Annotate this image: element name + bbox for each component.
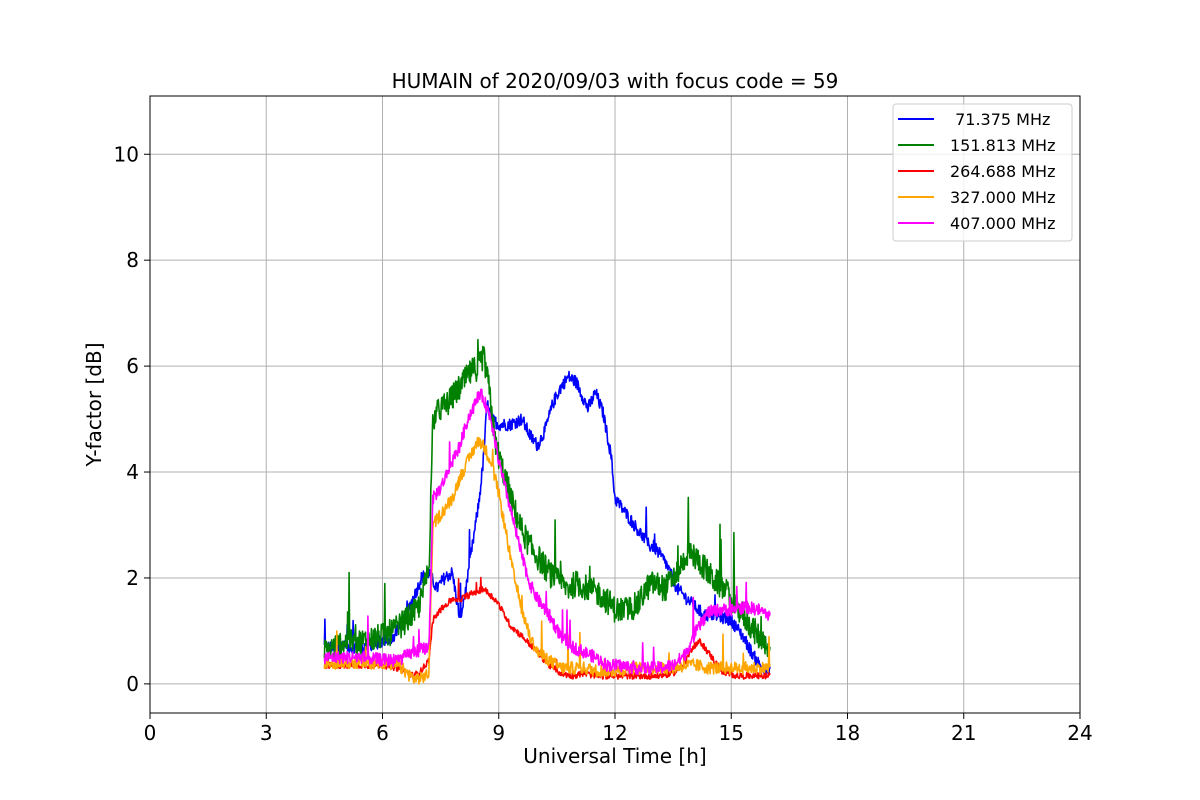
grid <box>149 96 1081 713</box>
legend-box <box>892 103 1073 242</box>
x-tick-label: 15 <box>719 721 744 745</box>
x-tick-label: 6 <box>376 721 389 745</box>
series-line-2 <box>323 338 771 663</box>
y-tick-label: 4 <box>126 460 139 484</box>
y-tick-label: 10 <box>114 142 139 166</box>
series-line-5 <box>323 388 771 675</box>
x-tick-label: 18 <box>835 721 860 745</box>
y-tick-label: 0 <box>126 672 139 696</box>
legend-label-2: 151.813 MHz <box>950 136 1055 155</box>
x-tick-label: 21 <box>951 721 976 745</box>
series-lines <box>323 338 771 685</box>
x-tick-label: 24 <box>1067 721 1092 745</box>
x-axis-label: Universal Time [h] <box>523 744 706 768</box>
x-tick-label: 3 <box>260 721 273 745</box>
x-tick-label: 0 <box>144 721 157 745</box>
chart-title: HUMAIN of 2020/09/03 with focus code = 5… <box>392 69 839 93</box>
legend-label-5: 407.000 MHz <box>950 214 1055 233</box>
x-tick-label: 9 <box>492 721 505 745</box>
y-tick-label: 2 <box>126 566 139 590</box>
y-axis-label: Y-factor [dB] <box>82 342 106 467</box>
y-tick-label: 8 <box>126 248 139 272</box>
y-tick-label: 6 <box>126 354 139 378</box>
legend-label-1: 71.375 MHz <box>950 110 1050 129</box>
legend-label-3: 264.688 MHz <box>950 162 1055 181</box>
series-line-4 <box>323 436 771 685</box>
legend-label-4: 327.000 MHz <box>950 188 1055 207</box>
legend: 71.375 MHz 151.813 MHz 264.688 MHz 327.0… <box>892 103 1073 242</box>
x-tick-label: 12 <box>602 721 627 745</box>
